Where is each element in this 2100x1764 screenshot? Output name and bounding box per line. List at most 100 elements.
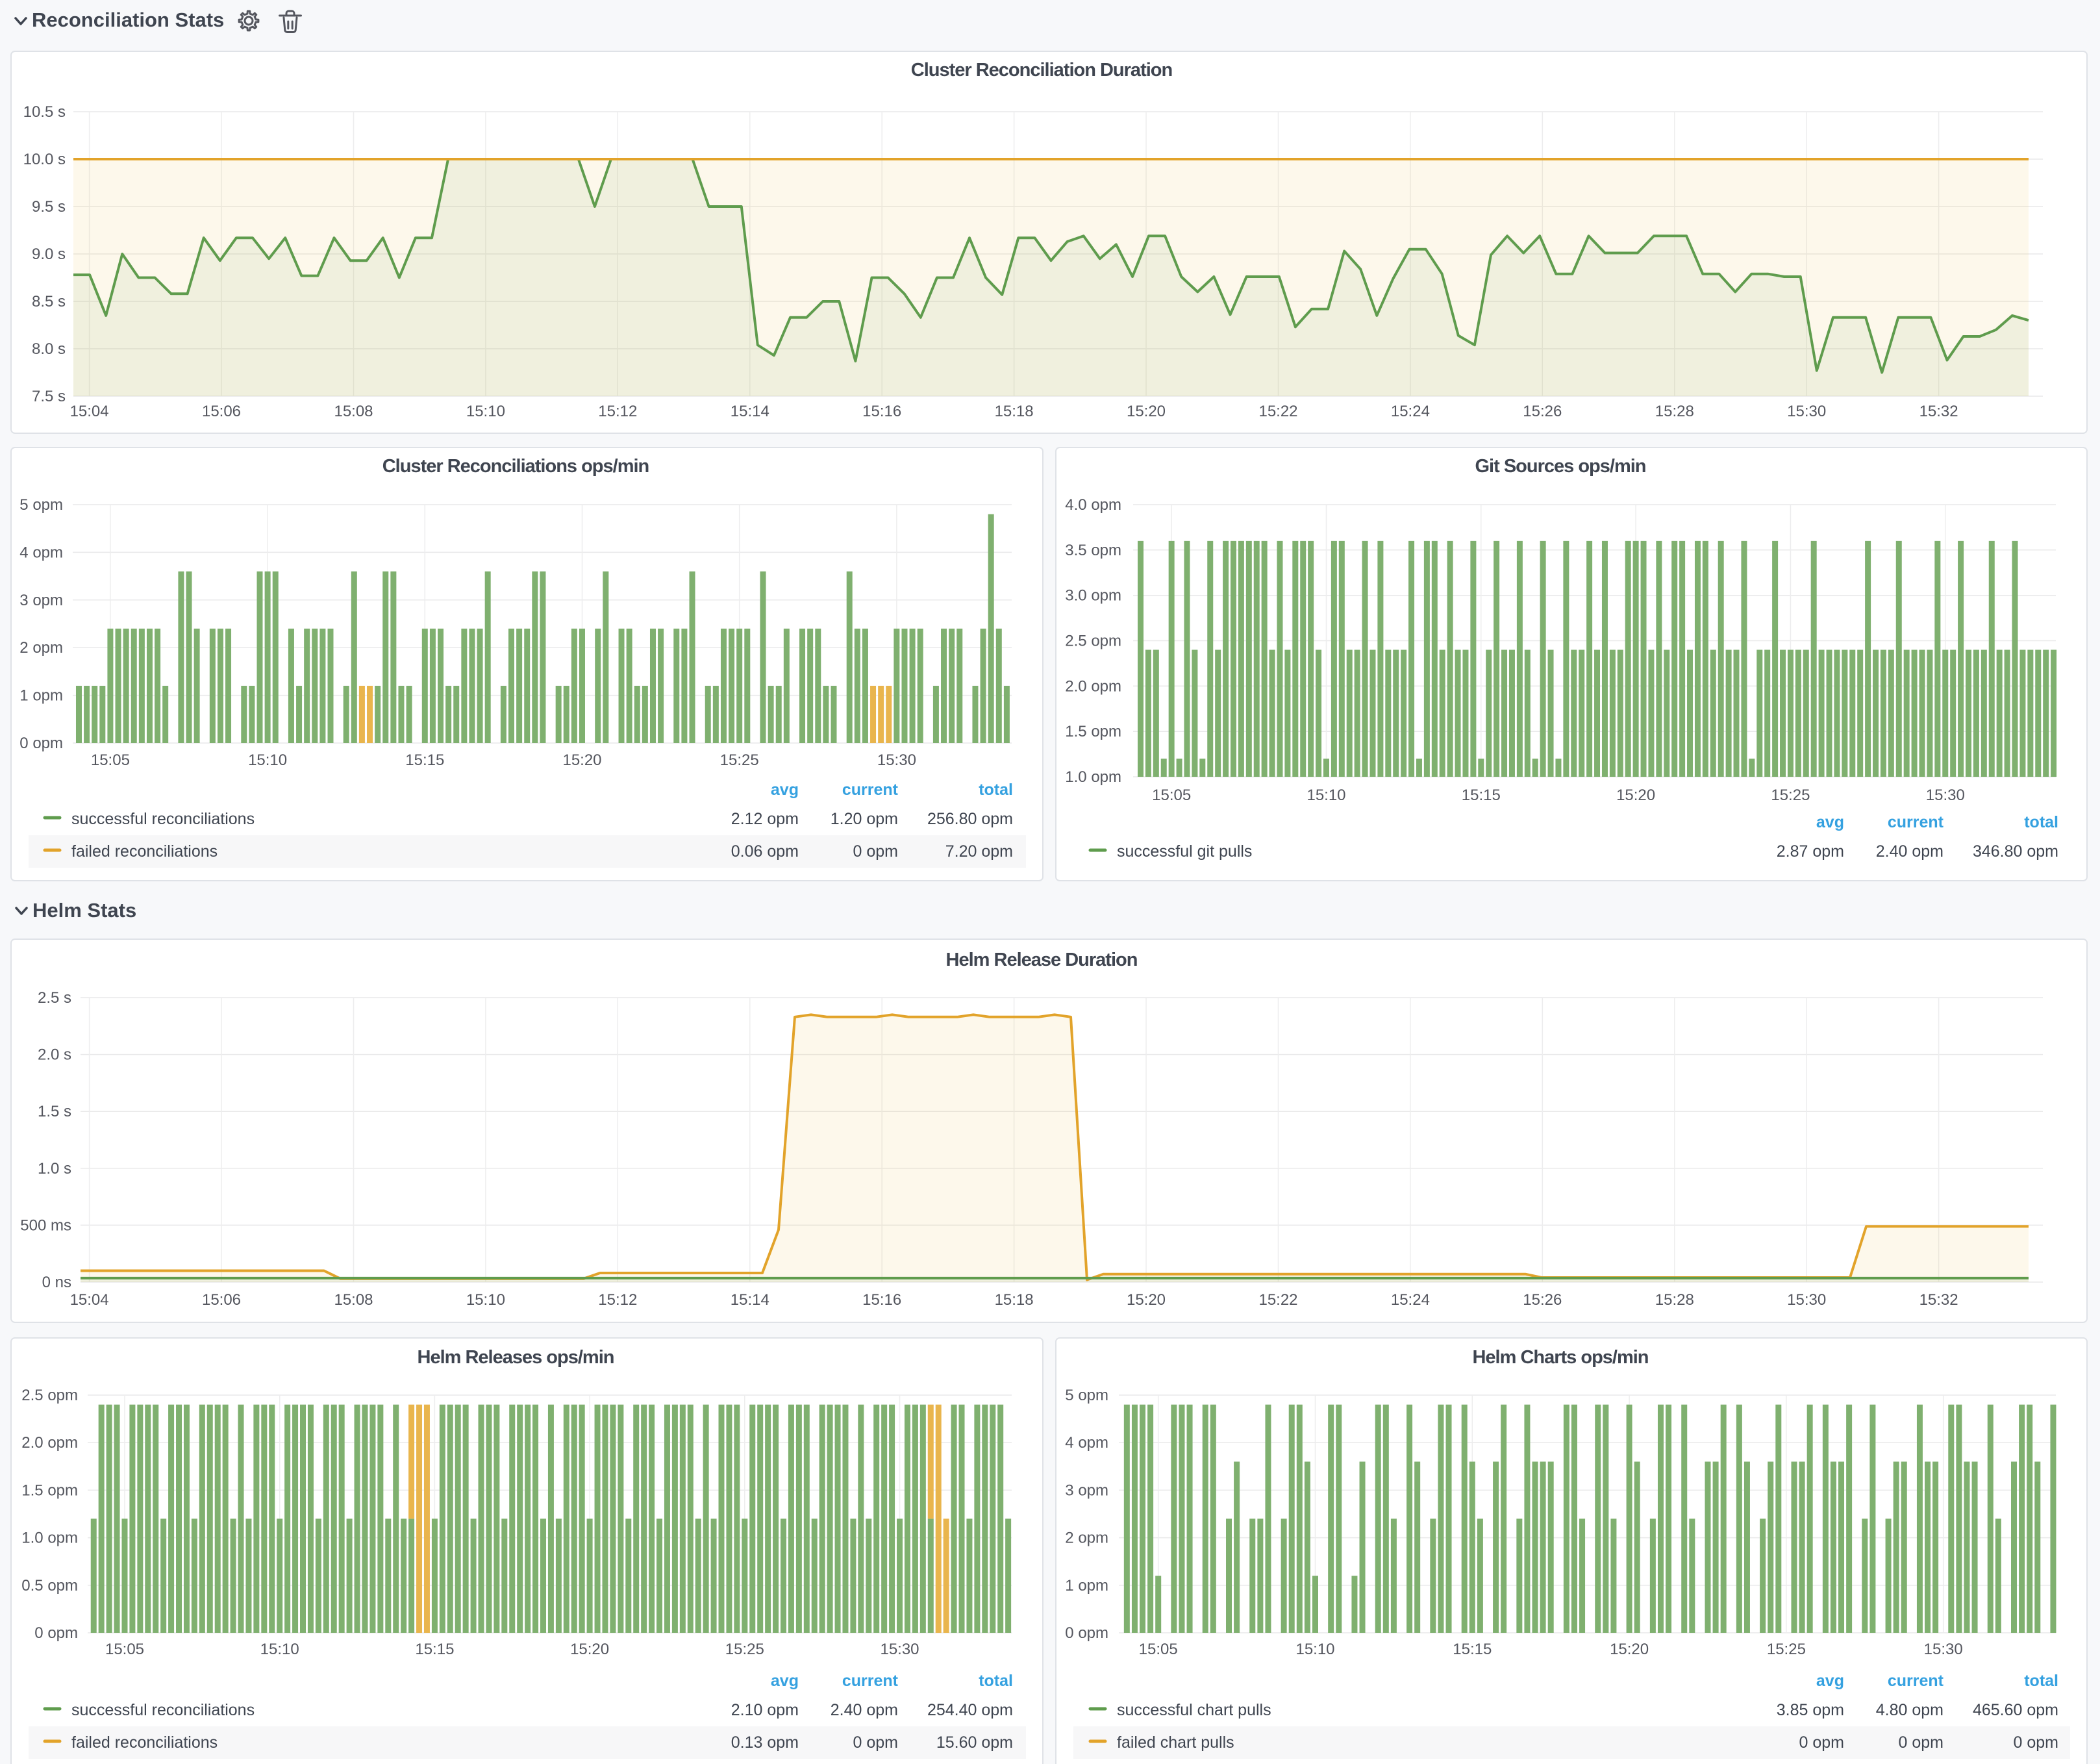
svg-text:1.5 opm: 1.5 opm: [1065, 723, 1121, 740]
svg-text:2.5 opm: 2.5 opm: [21, 1387, 78, 1404]
svg-text:Reconciliation Stats: Reconciliation Stats: [32, 8, 224, 31]
svg-text:10.0 s: 10.0 s: [23, 151, 66, 168]
svg-text:4 opm: 4 opm: [1065, 1434, 1108, 1452]
svg-text:3.85 opm: 3.85 opm: [1777, 1701, 1844, 1719]
svg-text:5 opm: 5 opm: [1065, 1387, 1108, 1404]
svg-text:1.20 opm: 1.20 opm: [831, 810, 898, 828]
svg-text:1 opm: 1 opm: [1065, 1577, 1108, 1594]
svg-text:15:14: 15:14: [731, 1291, 769, 1309]
svg-text:15:18: 15:18: [995, 1291, 1034, 1309]
svg-text:15:08: 15:08: [334, 1291, 373, 1309]
svg-text:15:25: 15:25: [1767, 1641, 1806, 1658]
svg-text:0.06 opm: 0.06 opm: [731, 842, 799, 861]
svg-text:15:25: 15:25: [1771, 787, 1810, 804]
svg-text:total: total: [979, 781, 1013, 799]
svg-text:4 opm: 4 opm: [19, 544, 63, 561]
svg-text:4.80 opm: 4.80 opm: [1876, 1701, 1944, 1719]
svg-text:15:14: 15:14: [731, 403, 769, 420]
svg-text:15:30: 15:30: [1926, 787, 1965, 804]
svg-text:256.80 opm: 256.80 opm: [927, 810, 1013, 828]
svg-text:15:06: 15:06: [202, 403, 241, 420]
svg-text:2.40 opm: 2.40 opm: [1876, 842, 1944, 861]
svg-text:15:28: 15:28: [1655, 1291, 1694, 1309]
svg-text:0 opm: 0 opm: [34, 1624, 78, 1642]
svg-text:2.0 opm: 2.0 opm: [1065, 677, 1121, 695]
svg-text:15:32: 15:32: [1919, 403, 1958, 420]
svg-text:15:20: 15:20: [1127, 1291, 1166, 1309]
svg-text:avg: avg: [771, 781, 799, 799]
svg-text:total: total: [979, 1672, 1013, 1690]
svg-text:15:15: 15:15: [415, 1641, 454, 1658]
svg-text:0 opm: 0 opm: [1899, 1733, 1944, 1752]
svg-text:5 opm: 5 opm: [19, 496, 63, 514]
svg-text:15:15: 15:15: [1462, 787, 1501, 804]
svg-text:15:20: 15:20: [1610, 1641, 1649, 1658]
svg-text:8.0 s: 8.0 s: [32, 340, 66, 358]
svg-text:9.5 s: 9.5 s: [32, 198, 66, 216]
svg-text:avg: avg: [1816, 1672, 1844, 1690]
svg-text:0.5 opm: 0.5 opm: [21, 1577, 78, 1594]
svg-text:254.40 opm: 254.40 opm: [927, 1701, 1013, 1719]
svg-text:3 opm: 3 opm: [19, 592, 63, 609]
svg-text:1 opm: 1 opm: [19, 687, 63, 705]
svg-text:2.12 opm: 2.12 opm: [731, 810, 799, 828]
svg-text:15:22: 15:22: [1258, 403, 1297, 420]
svg-text:15:12: 15:12: [598, 403, 637, 420]
svg-text:failed reconciliations: failed reconciliations: [71, 842, 218, 861]
svg-text:failed reconciliations: failed reconciliations: [71, 1733, 218, 1752]
svg-text:15.60 opm: 15.60 opm: [936, 1733, 1013, 1752]
svg-text:15:30: 15:30: [1787, 403, 1826, 420]
svg-text:Cluster Reconciliations ops/mi: Cluster Reconciliations ops/min: [382, 456, 649, 477]
svg-text:15:30: 15:30: [1787, 1291, 1826, 1309]
svg-text:successful reconciliations: successful reconciliations: [71, 1701, 255, 1719]
svg-text:1.5 s: 1.5 s: [38, 1103, 71, 1120]
svg-text:total: total: [2024, 813, 2058, 831]
svg-text:current: current: [842, 781, 899, 799]
svg-text:2.0 s: 2.0 s: [38, 1046, 71, 1064]
svg-text:15:20: 15:20: [1616, 787, 1655, 804]
svg-text:Helm Charts ops/min: Helm Charts ops/min: [1472, 1347, 1648, 1368]
svg-text:1.0 opm: 1.0 opm: [21, 1530, 78, 1547]
svg-text:successful chart pulls: successful chart pulls: [1117, 1701, 1271, 1719]
svg-text:total: total: [2024, 1672, 2058, 1690]
svg-text:15:12: 15:12: [598, 1291, 637, 1309]
svg-text:7.20 opm: 7.20 opm: [945, 842, 1013, 861]
svg-text:7.5 s: 7.5 s: [32, 388, 66, 405]
svg-text:15:05: 15:05: [1152, 787, 1191, 804]
svg-text:15:10: 15:10: [1295, 1641, 1334, 1658]
svg-text:15:05: 15:05: [1139, 1641, 1178, 1658]
svg-text:15:20: 15:20: [570, 1641, 609, 1658]
svg-text:0 opm: 0 opm: [2014, 1733, 2058, 1752]
svg-text:15:32: 15:32: [1919, 1291, 1958, 1309]
svg-text:15:10: 15:10: [466, 403, 505, 420]
svg-text:15:24: 15:24: [1391, 1291, 1430, 1309]
svg-text:Helm Stats: Helm Stats: [32, 899, 136, 922]
svg-text:Cluster Reconciliation Duratio: Cluster Reconciliation Duration: [911, 60, 1172, 81]
svg-text:15:05: 15:05: [91, 751, 130, 769]
svg-text:15:16: 15:16: [862, 1291, 901, 1309]
svg-text:15:30: 15:30: [880, 1641, 919, 1658]
svg-text:0 opm: 0 opm: [1799, 1733, 1844, 1752]
svg-text:0 opm: 0 opm: [19, 735, 63, 752]
svg-text:15:25: 15:25: [720, 751, 759, 769]
svg-text:Helm Releases ops/min: Helm Releases ops/min: [418, 1347, 614, 1368]
svg-text:15:16: 15:16: [862, 403, 901, 420]
svg-text:3.5 opm: 3.5 opm: [1065, 542, 1121, 559]
svg-text:2.40 opm: 2.40 opm: [831, 1701, 898, 1719]
svg-text:9.0 s: 9.0 s: [32, 246, 66, 263]
svg-text:15:06: 15:06: [202, 1291, 241, 1309]
svg-text:8.5 s: 8.5 s: [32, 293, 66, 310]
svg-text:15:26: 15:26: [1523, 403, 1562, 420]
svg-text:current: current: [1888, 813, 1944, 831]
svg-text:0 opm: 0 opm: [853, 842, 898, 861]
svg-text:failed chart pulls: failed chart pulls: [1117, 1733, 1234, 1752]
svg-text:15:20: 15:20: [1127, 403, 1166, 420]
svg-text:current: current: [842, 1672, 899, 1690]
svg-text:15:30: 15:30: [877, 751, 916, 769]
svg-text:15:10: 15:10: [1306, 787, 1345, 804]
svg-text:15:15: 15:15: [1453, 1641, 1492, 1658]
svg-text:10.5 s: 10.5 s: [23, 103, 66, 121]
svg-text:successful git pulls: successful git pulls: [1117, 842, 1252, 861]
svg-text:3.0 opm: 3.0 opm: [1065, 587, 1121, 605]
svg-text:500 ms: 500 ms: [20, 1216, 71, 1234]
